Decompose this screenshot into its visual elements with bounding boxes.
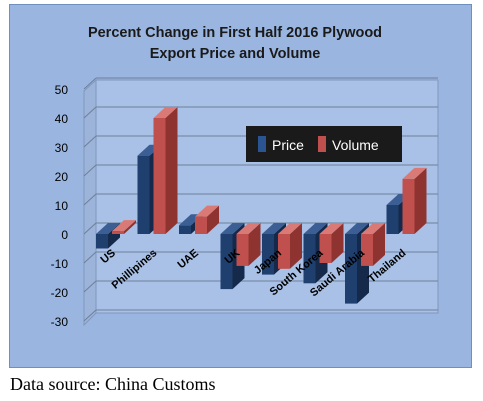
price-bar-thailand [386,205,399,234]
volume-bar-south-korea [319,234,332,263]
price-bar-uae [179,225,191,234]
y-tick-label: 40 [55,112,69,126]
gridline-diag [83,193,97,206]
price-bar-phillipines [137,155,150,234]
volume-bar-us [112,231,124,234]
volume-bar-us-top [112,220,136,232]
volume-bar-phillipines [153,118,166,234]
plot-left-wall [83,78,97,327]
price-bar-saudi-arabia [345,234,357,304]
price-bar-japan [262,234,274,275]
gridline-diag [83,280,97,293]
y-tick-labels: 50 40 30 20 10 0 -10 -20 -30 [51,83,69,329]
gridline-diag [83,222,97,235]
chart-title-line-2: Export Price and Volume [150,46,321,62]
volume-bar-phillipines-side [165,107,178,234]
price-bar-uk-top [220,223,245,234]
price-bar-japan-top [262,223,286,234]
chart-frame: Percent Change in First Half 2016 Plywoo… [9,4,472,368]
volume-bar-uk-top [236,223,261,234]
volume-bar-thailand [402,178,415,234]
gridline-diag [83,77,97,90]
legend-swatch-price [258,136,266,152]
volume-bar-japan-top [278,223,302,234]
price-bar-uk [220,234,233,290]
volume-bar-uk-side [248,223,261,266]
price-bar-us [96,234,108,249]
price-bar-us-top [96,223,120,234]
volume-bar-phillipines-top [153,107,178,118]
y-tick-label: -20 [51,286,69,300]
bar-layer [96,107,427,304]
volume-bar-thailand-side [414,167,427,234]
gridline-diag [83,164,97,177]
gridline-diag [83,135,97,148]
y-tick-label: 20 [55,170,69,184]
y-tick-label: 0 [61,228,68,242]
y-tick-label: -30 [51,315,69,329]
y-tick-label: 50 [55,83,69,97]
legend-label-volume: Volume [332,137,379,153]
volume-bar-south-korea-side [331,223,344,263]
gridline-diag [83,251,97,264]
gridline-diag [83,309,97,322]
price-bar-south-korea-top [303,223,328,234]
volume-bar-south-korea-top [319,223,344,234]
volume-bar-saudi-arabia [361,234,373,266]
chart-svg: Percent Change in First Half 2016 Plywoo… [51,25,439,329]
volume-bar-japan [278,234,290,269]
volume-bar-saudi-arabia-top [361,223,385,234]
volume-bar-uk [236,234,249,266]
legend-label-price: Price [272,137,304,153]
chart-title-line-1: Percent Change in First Half 2016 Plywoo… [88,25,382,41]
price-bar-south-korea [303,234,316,284]
volume-bar-japan-side [290,223,302,269]
volume-bar-saudi-arabia-side [373,223,385,266]
y-tick-label: 10 [55,199,69,213]
gridline-diag [83,106,97,119]
data-source-note: Data source: China Customs [10,374,216,394]
volume-bar-uae [195,216,207,234]
y-tick-label: -10 [51,257,69,271]
price-bar-saudi-arabia-top [345,223,369,234]
volume-bar-thailand-top [402,167,427,179]
y-tick-label: 30 [55,141,69,155]
legend: Price Volume [246,126,402,162]
volume-bar-uae-top [195,205,219,217]
legend-swatch-volume [318,136,326,152]
volume-bar-uae-side [207,205,219,234]
volume-bar-us-side [124,220,136,234]
